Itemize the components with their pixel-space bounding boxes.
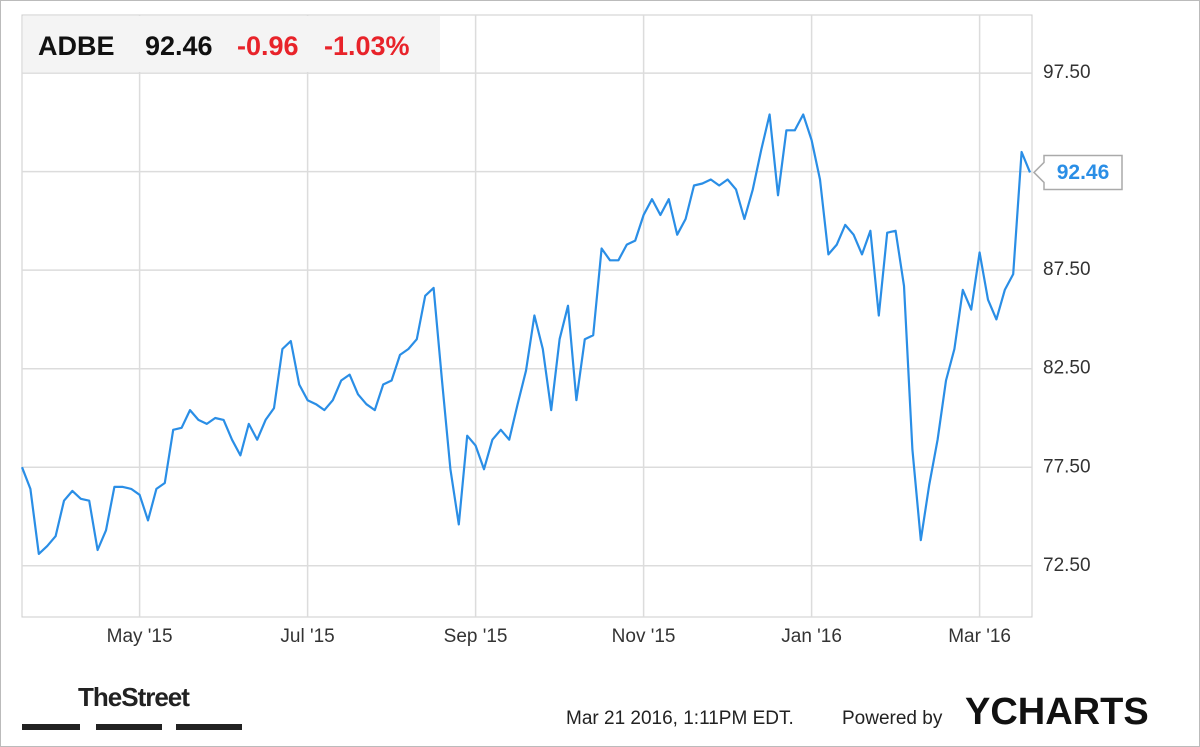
price: 92.46: [145, 31, 213, 61]
symbol: ADBE: [38, 31, 115, 61]
timestamp: Mar 21 2016, 1:11PM EDT.: [566, 708, 794, 729]
x-tick-label: May '15: [107, 626, 173, 647]
logo-bar: [22, 724, 80, 730]
change-pct: -1.03%: [324, 31, 410, 61]
y-tick-label: 72.50: [1043, 555, 1091, 576]
y-tick-label: 82.50: [1043, 358, 1091, 379]
last-value-callout: [1032, 154, 1123, 191]
price-line: [20, 113, 1032, 555]
brand-logo: TheStreet: [78, 682, 190, 712]
y-tick-label: 77.50: [1043, 456, 1091, 477]
x-tick-label: Nov '15: [612, 626, 676, 647]
powered-by: Powered by: [842, 708, 943, 729]
logo-bar: [96, 724, 162, 730]
last-value-label: 92.46: [1057, 161, 1110, 184]
x-tick-label: Sep '15: [444, 626, 508, 647]
change: -0.96: [237, 31, 299, 61]
quote-box: [23, 16, 440, 72]
logo-bar: [176, 724, 242, 730]
x-tick-label: Mar '16: [948, 626, 1011, 647]
y-tick-label: 87.50: [1043, 259, 1091, 280]
y-tick-label: 97.50: [1043, 62, 1091, 83]
plot-area: [21, 14, 1033, 618]
provider-logo: YCHARTS: [965, 691, 1149, 733]
x-tick-label: Jul '15: [280, 626, 334, 647]
x-tick-label: Jan '16: [781, 626, 842, 647]
